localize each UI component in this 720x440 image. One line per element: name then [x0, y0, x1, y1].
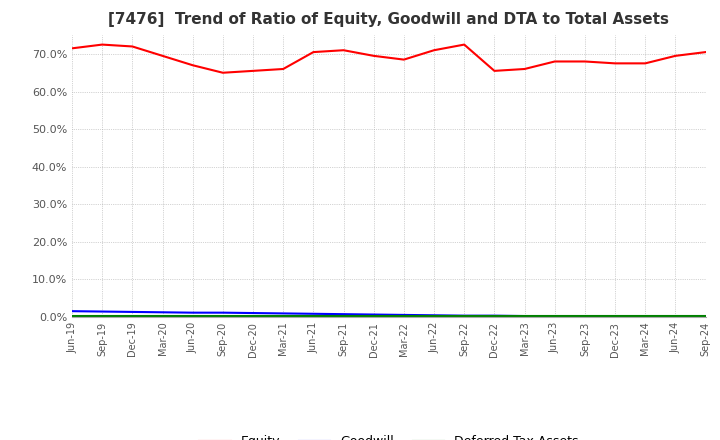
Goodwill	[430, 313, 438, 318]
Deferred Tax Assets	[279, 313, 287, 318]
Goodwill	[189, 310, 197, 315]
Goodwill	[550, 313, 559, 319]
Goodwill	[98, 309, 107, 314]
Deferred Tax Assets	[641, 313, 649, 318]
Equity	[641, 61, 649, 66]
Deferred Tax Assets	[460, 313, 469, 318]
Goodwill	[158, 310, 167, 315]
Equity	[339, 48, 348, 53]
Deferred Tax Assets	[701, 313, 710, 318]
Equity	[550, 59, 559, 64]
Goodwill	[611, 313, 619, 319]
Deferred Tax Assets	[430, 313, 438, 318]
Equity	[701, 49, 710, 55]
Deferred Tax Assets	[339, 313, 348, 318]
Goodwill	[641, 313, 649, 319]
Goodwill	[580, 313, 589, 319]
Deferred Tax Assets	[550, 313, 559, 318]
Equity	[490, 68, 499, 73]
Deferred Tax Assets	[158, 313, 167, 318]
Deferred Tax Assets	[248, 313, 257, 318]
Deferred Tax Assets	[490, 313, 499, 318]
Equity	[68, 46, 76, 51]
Goodwill	[219, 310, 228, 315]
Equity	[400, 57, 408, 62]
Equity	[128, 44, 137, 49]
Deferred Tax Assets	[98, 313, 107, 318]
Equity	[98, 42, 107, 47]
Goodwill	[279, 311, 287, 316]
Goodwill	[671, 313, 680, 319]
Deferred Tax Assets	[521, 313, 529, 318]
Goodwill	[521, 313, 529, 319]
Equity	[460, 42, 469, 47]
Equity	[521, 66, 529, 72]
Equity	[671, 53, 680, 59]
Goodwill	[701, 314, 710, 319]
Deferred Tax Assets	[671, 313, 680, 318]
Goodwill	[248, 310, 257, 315]
Equity	[219, 70, 228, 75]
Goodwill	[400, 312, 408, 318]
Deferred Tax Assets	[580, 313, 589, 318]
Deferred Tax Assets	[189, 313, 197, 318]
Deferred Tax Assets	[68, 313, 76, 318]
Goodwill	[309, 311, 318, 316]
Equity	[309, 49, 318, 55]
Equity	[189, 62, 197, 68]
Equity	[158, 53, 167, 59]
Title: [7476]  Trend of Ratio of Equity, Goodwill and DTA to Total Assets: [7476] Trend of Ratio of Equity, Goodwil…	[108, 12, 670, 27]
Equity	[580, 59, 589, 64]
Goodwill	[369, 312, 378, 317]
Deferred Tax Assets	[309, 313, 318, 318]
Goodwill	[339, 312, 348, 317]
Goodwill	[68, 308, 76, 314]
Equity	[248, 68, 257, 73]
Goodwill	[490, 313, 499, 318]
Deferred Tax Assets	[369, 313, 378, 318]
Legend: Equity, Goodwill, Deferred Tax Assets: Equity, Goodwill, Deferred Tax Assets	[194, 430, 583, 440]
Goodwill	[460, 313, 469, 318]
Line: Goodwill: Goodwill	[72, 311, 706, 316]
Deferred Tax Assets	[128, 313, 137, 318]
Deferred Tax Assets	[219, 313, 228, 318]
Equity	[430, 48, 438, 53]
Deferred Tax Assets	[611, 313, 619, 318]
Equity	[611, 61, 619, 66]
Equity	[279, 66, 287, 72]
Goodwill	[128, 309, 137, 315]
Line: Equity: Equity	[72, 44, 706, 73]
Deferred Tax Assets	[400, 313, 408, 318]
Equity	[369, 53, 378, 59]
